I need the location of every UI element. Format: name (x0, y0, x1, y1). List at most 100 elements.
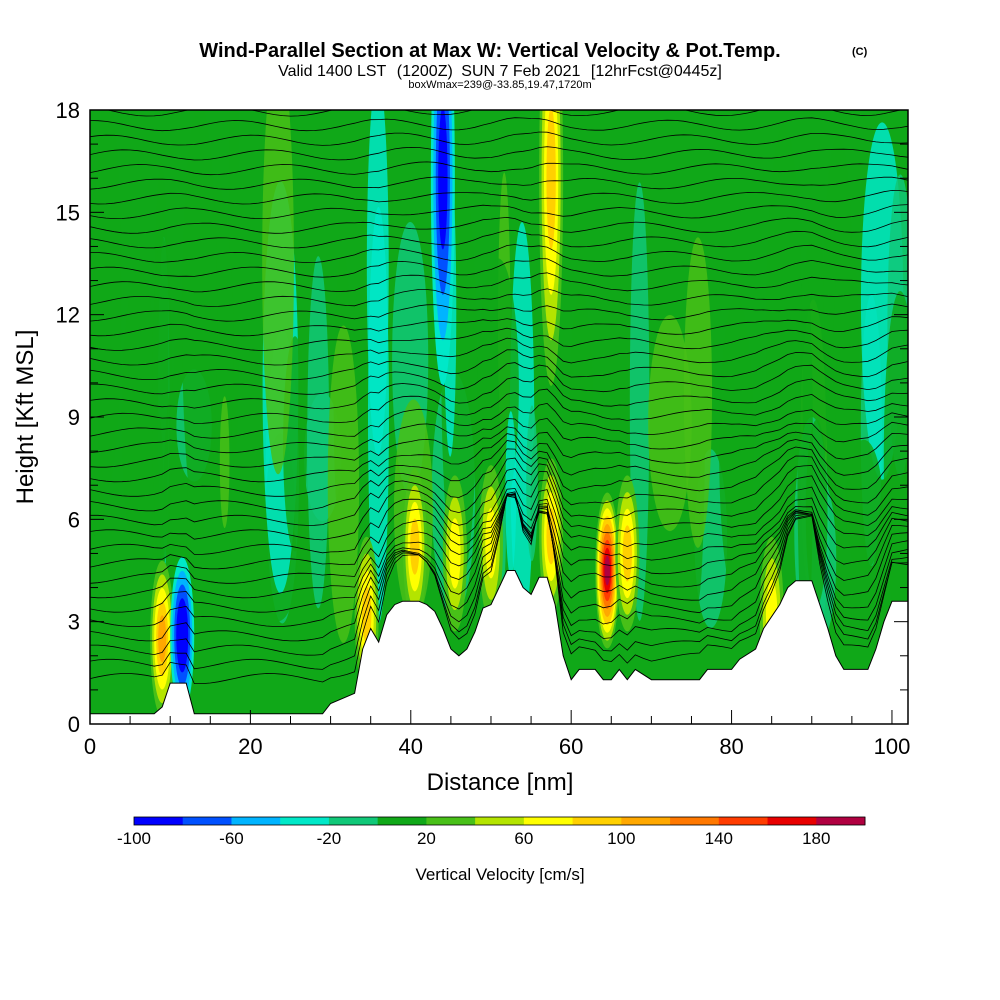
isentrope-line (90, 303, 908, 322)
colorbar-label: Vertical Velocity [cm/s] (415, 865, 584, 884)
isentrope-line (90, 131, 908, 146)
velocity-bands (90, 110, 908, 656)
y-tick-label: 6 (68, 507, 80, 532)
isentrope-line (90, 493, 908, 584)
colorbar-swatch (426, 817, 476, 825)
terrain (90, 570, 908, 724)
isentrope-line (90, 457, 908, 526)
velocity-band (121, 271, 158, 563)
colorbar-tick-label: -60 (219, 829, 244, 848)
isentrope-line (90, 258, 908, 278)
isentrope-line (90, 433, 908, 483)
y-tick-label: 15 (56, 200, 80, 225)
chart-subtitle: Valid 1400 LST (1200Z) SUN 7 Feb 2021 [1… (278, 63, 722, 80)
colorbar-swatch (475, 817, 525, 825)
colorbar-tick-label: 60 (514, 829, 533, 848)
isentrope-line (90, 417, 908, 454)
velocity-core (449, 518, 461, 589)
isentrope-line (90, 494, 908, 627)
x-tick-label: 60 (559, 734, 583, 759)
colorbar-swatch (572, 817, 622, 825)
isentrope-line (90, 146, 908, 161)
colorbar-frame (133, 816, 866, 826)
y-tick-label: 18 (56, 98, 80, 123)
colorbar-tick-label: 140 (705, 829, 733, 848)
isentrope-line (90, 468, 908, 541)
isentrope-line (90, 176, 908, 190)
velocity-band (239, 481, 268, 592)
y-tick-label: 12 (56, 303, 80, 328)
isentrope-line (90, 493, 908, 642)
subtitle-date: SUN 7 Feb 2021 (461, 63, 580, 80)
isentrope-line (90, 216, 908, 234)
velocity-band (182, 110, 218, 536)
colorbar-tick-label: 100 (607, 829, 635, 848)
colorbar-swatch (280, 817, 330, 825)
isentrope-line (90, 362, 908, 395)
chart-title: Wind-Parallel Section at Max W: Vertical… (199, 40, 780, 62)
colorbar-swatch (231, 817, 281, 825)
x-tick-label: 80 (719, 734, 743, 759)
y-axis: 0 3 6 9 12 15 18 (56, 98, 908, 737)
velocity-band (844, 439, 883, 572)
colorbar-swatch (182, 817, 232, 825)
colorbar-swatch (670, 817, 720, 825)
colorbar-swatch (328, 817, 379, 825)
x-tick-label: 20 (238, 734, 262, 759)
velocity-core (604, 555, 611, 586)
velocity-band (366, 110, 389, 456)
isentrope-line (90, 288, 908, 307)
isentrope-line (90, 117, 908, 132)
velocity-band (648, 314, 692, 532)
isentrope-line (90, 327, 908, 351)
isentrope-line (90, 229, 908, 249)
velocity-core (158, 615, 167, 663)
isentrope-line (90, 402, 908, 439)
velocity-core (178, 611, 187, 659)
isentrope-line (90, 491, 908, 684)
colorbar-swatch (816, 817, 866, 825)
plot-area (90, 110, 908, 724)
colorbar-tick-label: 180 (802, 829, 830, 848)
velocity-band (833, 226, 860, 479)
colorbar-tick-label: -20 (317, 829, 342, 848)
y-tick-label: 9 (68, 405, 80, 430)
velocity-band (505, 411, 517, 577)
x-axis: 0 20 40 60 80 100 (84, 710, 910, 759)
velocity-band (262, 110, 294, 475)
velocity-band (719, 297, 754, 600)
subtitle-z: (1200Z) (397, 63, 453, 80)
colorbar-tick-label: -100 (117, 829, 151, 848)
velocity-core (410, 518, 420, 575)
x-axis-label: Distance [nm] (427, 769, 574, 796)
colorbar-swatch (621, 817, 671, 825)
isentrope-line (90, 426, 908, 468)
isentrope-line (90, 488, 908, 570)
colorbar: -100 -60 -20 20 60 100 140 180 (117, 816, 866, 848)
velocity-band (219, 396, 230, 529)
title-mark: (C) (852, 46, 868, 58)
y-axis-label: Height [Kft MSL] (12, 330, 39, 505)
colorbar-swatch (523, 817, 574, 825)
subtitle-fcst: [12hrFcst@0445z] (591, 63, 722, 80)
subtitle-main: Valid 1400 LST (278, 63, 386, 80)
isentrope-line (90, 440, 908, 497)
velocity-band (152, 236, 173, 568)
isentrope-line (90, 376, 908, 410)
velocity-core (438, 110, 448, 250)
isentrope-line (90, 478, 908, 555)
x-tick-label: 40 (399, 734, 423, 759)
isentrope-line (90, 349, 908, 381)
isentrope-line (90, 244, 908, 264)
isentrope-line (90, 448, 908, 512)
isentrope-line (90, 388, 908, 424)
isentrope-line (90, 492, 908, 670)
isentrope-line (90, 161, 908, 176)
colorbar-swatch (718, 817, 769, 825)
isentrope-line (90, 204, 908, 220)
x-tick-label: 0 (84, 734, 96, 759)
y-tick-label: 3 (68, 610, 80, 635)
y-tick-label: 0 (68, 712, 80, 737)
